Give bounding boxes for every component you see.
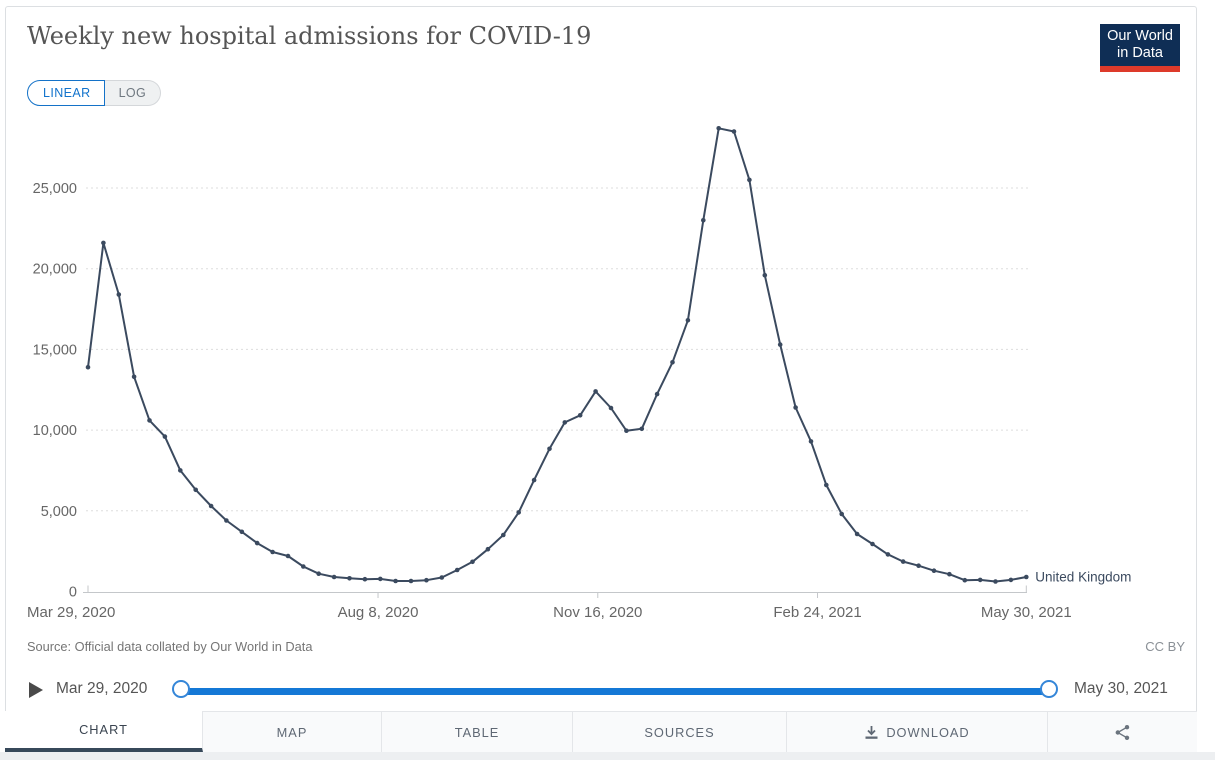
tab-table-label: TABLE bbox=[454, 724, 500, 740]
svg-text:Aug 8, 2020: Aug 8, 2020 bbox=[338, 604, 419, 621]
source-text: Source: Official data collated by Our Wo… bbox=[27, 639, 313, 654]
timeline-end-date: May 30, 2021 bbox=[1074, 680, 1168, 697]
tab-download-label: DOWNLOAD bbox=[886, 724, 970, 740]
tab-map-label: MAP bbox=[276, 724, 308, 740]
svg-text:Nov 16, 2020: Nov 16, 2020 bbox=[553, 604, 642, 621]
svg-text:25,000: 25,000 bbox=[33, 181, 77, 197]
svg-text:May 30, 2021: May 30, 2021 bbox=[981, 604, 1072, 621]
download-icon bbox=[865, 725, 878, 739]
svg-text:5,000: 5,000 bbox=[41, 504, 77, 520]
timeline: Mar 29, 2020 May 30, 2021 bbox=[0, 674, 1215, 708]
svg-text:20,000: 20,000 bbox=[33, 262, 77, 278]
tab-chart-label: CHART bbox=[79, 722, 128, 737]
linear-toggle-button[interactable]: LINEAR bbox=[27, 80, 105, 106]
svg-text:United Kingdom: United Kingdom bbox=[1035, 569, 1131, 584]
license-link[interactable]: CC BY bbox=[1145, 639, 1185, 654]
tab-bar: CHART MAP TABLE SOURCES DOWNLOAD bbox=[5, 711, 1197, 752]
tab-map[interactable]: MAP bbox=[203, 711, 382, 752]
timeline-start-handle[interactable] bbox=[172, 680, 190, 698]
play-icon[interactable] bbox=[28, 681, 44, 699]
svg-text:15,000: 15,000 bbox=[33, 342, 77, 358]
owid-logo-line2: in Data bbox=[1117, 45, 1163, 61]
share-icon bbox=[1115, 724, 1130, 740]
svg-text:0: 0 bbox=[69, 585, 77, 601]
svg-text:10,000: 10,000 bbox=[33, 423, 77, 439]
page-title: Weekly new hospital admissions for COVID… bbox=[27, 22, 592, 50]
tab-sources[interactable]: SOURCES bbox=[573, 711, 787, 752]
tab-share[interactable] bbox=[1048, 711, 1197, 752]
owid-logo-line1: Our World bbox=[1107, 28, 1173, 44]
timeline-track[interactable] bbox=[181, 688, 1049, 695]
scale-toggle: LINEAR LOG bbox=[27, 80, 162, 106]
svg-text:Mar 29, 2020: Mar 29, 2020 bbox=[27, 604, 115, 621]
timeline-start-date: Mar 29, 2020 bbox=[56, 680, 148, 697]
tab-chart[interactable]: CHART bbox=[5, 711, 203, 752]
tab-download[interactable]: DOWNLOAD bbox=[787, 711, 1048, 752]
owid-logo: Our World in Data bbox=[1100, 24, 1180, 72]
tab-table[interactable]: TABLE bbox=[382, 711, 573, 752]
chart-card bbox=[5, 6, 1197, 752]
timeline-end-handle[interactable] bbox=[1040, 680, 1058, 698]
page-background-strip bbox=[0, 752, 1215, 760]
tab-sources-label: SOURCES bbox=[644, 724, 715, 740]
svg-text:Feb 24, 2021: Feb 24, 2021 bbox=[773, 604, 861, 621]
log-toggle-button[interactable]: LOG bbox=[104, 80, 162, 106]
